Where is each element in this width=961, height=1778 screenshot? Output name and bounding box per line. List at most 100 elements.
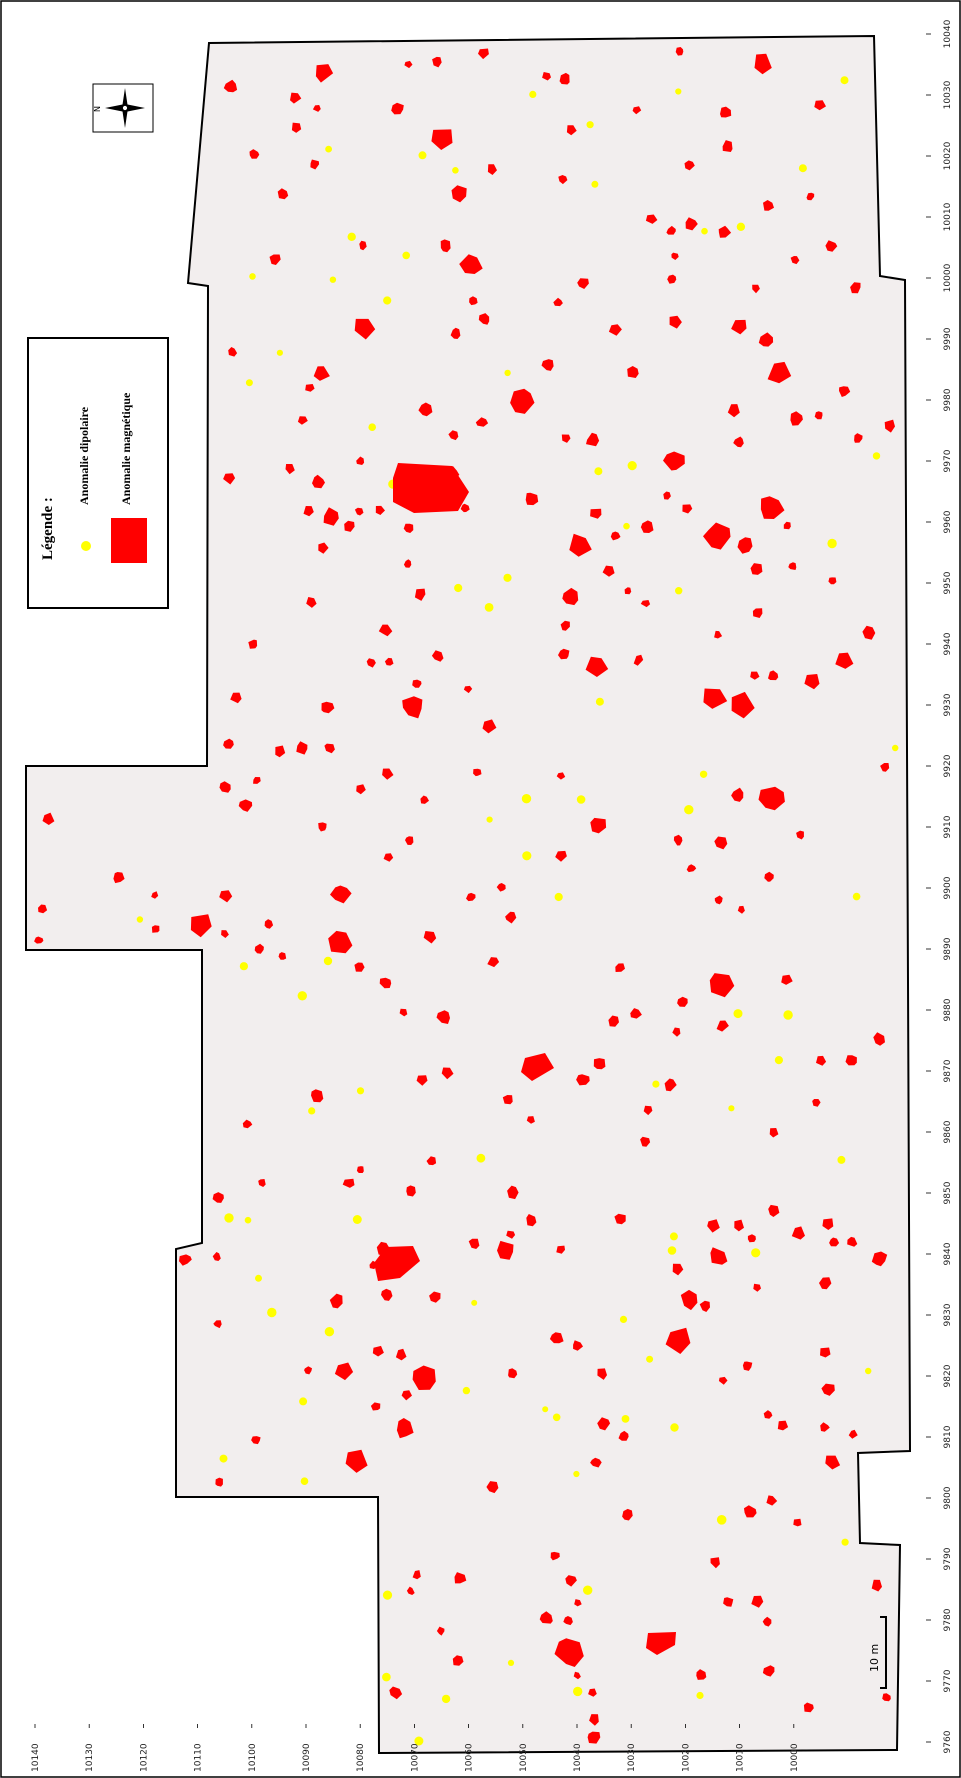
right-axis-tick-label: 9880 — [943, 998, 953, 1021]
dipolar-anomaly — [239, 962, 248, 971]
dipolar-anomaly — [452, 167, 459, 174]
magnetic-anomaly — [781, 974, 793, 985]
magnetic-anomaly — [640, 1136, 651, 1147]
magnetic-anomaly — [344, 520, 355, 532]
dipolar-anomaly — [329, 276, 337, 283]
right-axis-tick-label: 9940 — [943, 632, 953, 655]
magnetic-anomaly — [558, 175, 568, 185]
magnetic-anomaly — [763, 1410, 773, 1419]
magnetic-anomaly — [677, 996, 688, 1007]
dipolar-anomaly — [522, 851, 532, 861]
dipolar-anomaly — [245, 379, 253, 387]
magnetic-anomaly — [223, 79, 238, 93]
dipolar-anomaly — [872, 452, 881, 460]
dipolar-anomaly — [484, 603, 494, 612]
right-axis-tick-label: 10020 — [943, 141, 953, 170]
scale-bar-label: 10 m — [868, 1644, 881, 1672]
magnetic-anomaly — [395, 1348, 407, 1361]
dipolar-anomaly — [684, 805, 694, 815]
magnetic-anomaly — [716, 1020, 729, 1032]
magnetic-anomaly — [505, 911, 517, 924]
dipolar-anomaly — [696, 1691, 704, 1700]
magnetic-anomaly — [672, 1263, 684, 1276]
magnetic-anomaly — [731, 319, 747, 335]
magnetic-anomaly — [315, 64, 334, 83]
magnetic-anomaly — [758, 786, 785, 811]
magnetic-anomaly — [391, 102, 404, 115]
magnetic-anomaly — [303, 506, 314, 517]
dipolar-anomaly — [383, 296, 392, 305]
dipolar-anomaly — [382, 1672, 391, 1682]
dipolar-anomaly — [701, 227, 708, 235]
magnetic-anomaly — [556, 772, 566, 780]
right-axis-tick-label: 9980 — [943, 388, 953, 411]
magnetic-anomaly — [475, 417, 489, 427]
magnetic-anomaly — [723, 1597, 734, 1607]
dipolar-anomaly — [347, 232, 356, 241]
north-label: N — [93, 106, 102, 112]
dipolar-anomaly — [840, 76, 849, 85]
dipolar-anomaly — [255, 1274, 262, 1282]
magnetic-anomaly — [312, 474, 325, 489]
left-axis-tick-label: 10010 — [736, 1743, 746, 1772]
dipolar-anomaly — [414, 1736, 424, 1746]
magnetic-anomaly — [602, 565, 615, 577]
magnetic-anomaly — [646, 1632, 676, 1655]
dipolar-anomaly — [573, 1470, 580, 1478]
magnetic-anomaly — [290, 92, 302, 104]
magnetic-anomaly — [643, 1105, 653, 1116]
right-axis-tick-label: 9780 — [943, 1608, 953, 1631]
dipolar-anomaly — [503, 573, 512, 582]
right-axis-tick-label: 9900 — [943, 876, 953, 899]
magnetic-anomaly — [219, 781, 231, 793]
legend-dipolar-label: Anomalie dipolaire — [77, 406, 91, 505]
magnetic-anomaly — [714, 895, 723, 905]
magnetic-anomaly — [871, 1579, 882, 1592]
magnetic-anomaly — [585, 656, 609, 677]
magnetic-anomaly — [378, 624, 393, 637]
dipolar-anomaly — [670, 1423, 679, 1432]
dipolar-anomaly — [576, 795, 586, 804]
magnetic-anomaly — [559, 72, 570, 85]
dipolar-anomaly — [699, 770, 708, 778]
magnetic-anomaly — [249, 149, 260, 159]
magnetic-anomaly — [296, 741, 308, 755]
magnetic-anomaly — [34, 936, 44, 944]
magnetic-anomaly — [451, 185, 467, 203]
magnetic-anomaly — [597, 1368, 607, 1380]
right-axis-tick-label: 9970 — [943, 449, 953, 472]
magnetic-anomaly — [750, 563, 763, 575]
magnetic-anomaly — [219, 890, 233, 903]
right-axis-tick-label: 10000 — [943, 263, 953, 292]
magnetic-anomaly — [151, 891, 159, 899]
magnetic-anomaly — [764, 871, 774, 882]
magnetic-anomaly — [573, 1671, 581, 1680]
magnetic-anomaly — [806, 192, 815, 201]
magnetic-anomaly — [212, 1192, 224, 1203]
magnetic-anomaly — [179, 1254, 192, 1266]
magnetic-anomaly — [396, 1418, 414, 1439]
magnetic-anomaly — [714, 836, 728, 850]
magnetic-anomaly — [448, 430, 459, 441]
magnetic-anomaly — [731, 787, 744, 802]
dipolar-anomaly — [675, 88, 682, 95]
dipolar-anomaly — [623, 522, 630, 530]
dipolar-anomaly — [619, 1315, 628, 1323]
dipolar-anomaly — [471, 1299, 478, 1306]
magnetic-anomaly — [223, 738, 234, 749]
dipolar-anomaly — [352, 1215, 362, 1224]
magnetic-anomaly — [487, 164, 497, 175]
dipolar-anomaly — [667, 1246, 677, 1255]
magnetic-anomaly — [323, 507, 339, 526]
magnetic-anomaly — [796, 830, 804, 840]
dipolar-anomaly — [418, 151, 427, 160]
magnetic-anomaly — [845, 1055, 857, 1066]
magnetic-anomaly — [310, 159, 320, 170]
left-axis-tick-label: 10040 — [573, 1743, 583, 1772]
magnetic-anomaly — [542, 72, 551, 81]
magnetic-anomaly — [356, 1166, 364, 1173]
dipolar-anomaly — [521, 794, 532, 804]
magnetic-anomaly — [882, 1693, 891, 1702]
magnetic-anomaly — [414, 588, 426, 601]
magnetic-anomaly — [251, 1436, 261, 1445]
